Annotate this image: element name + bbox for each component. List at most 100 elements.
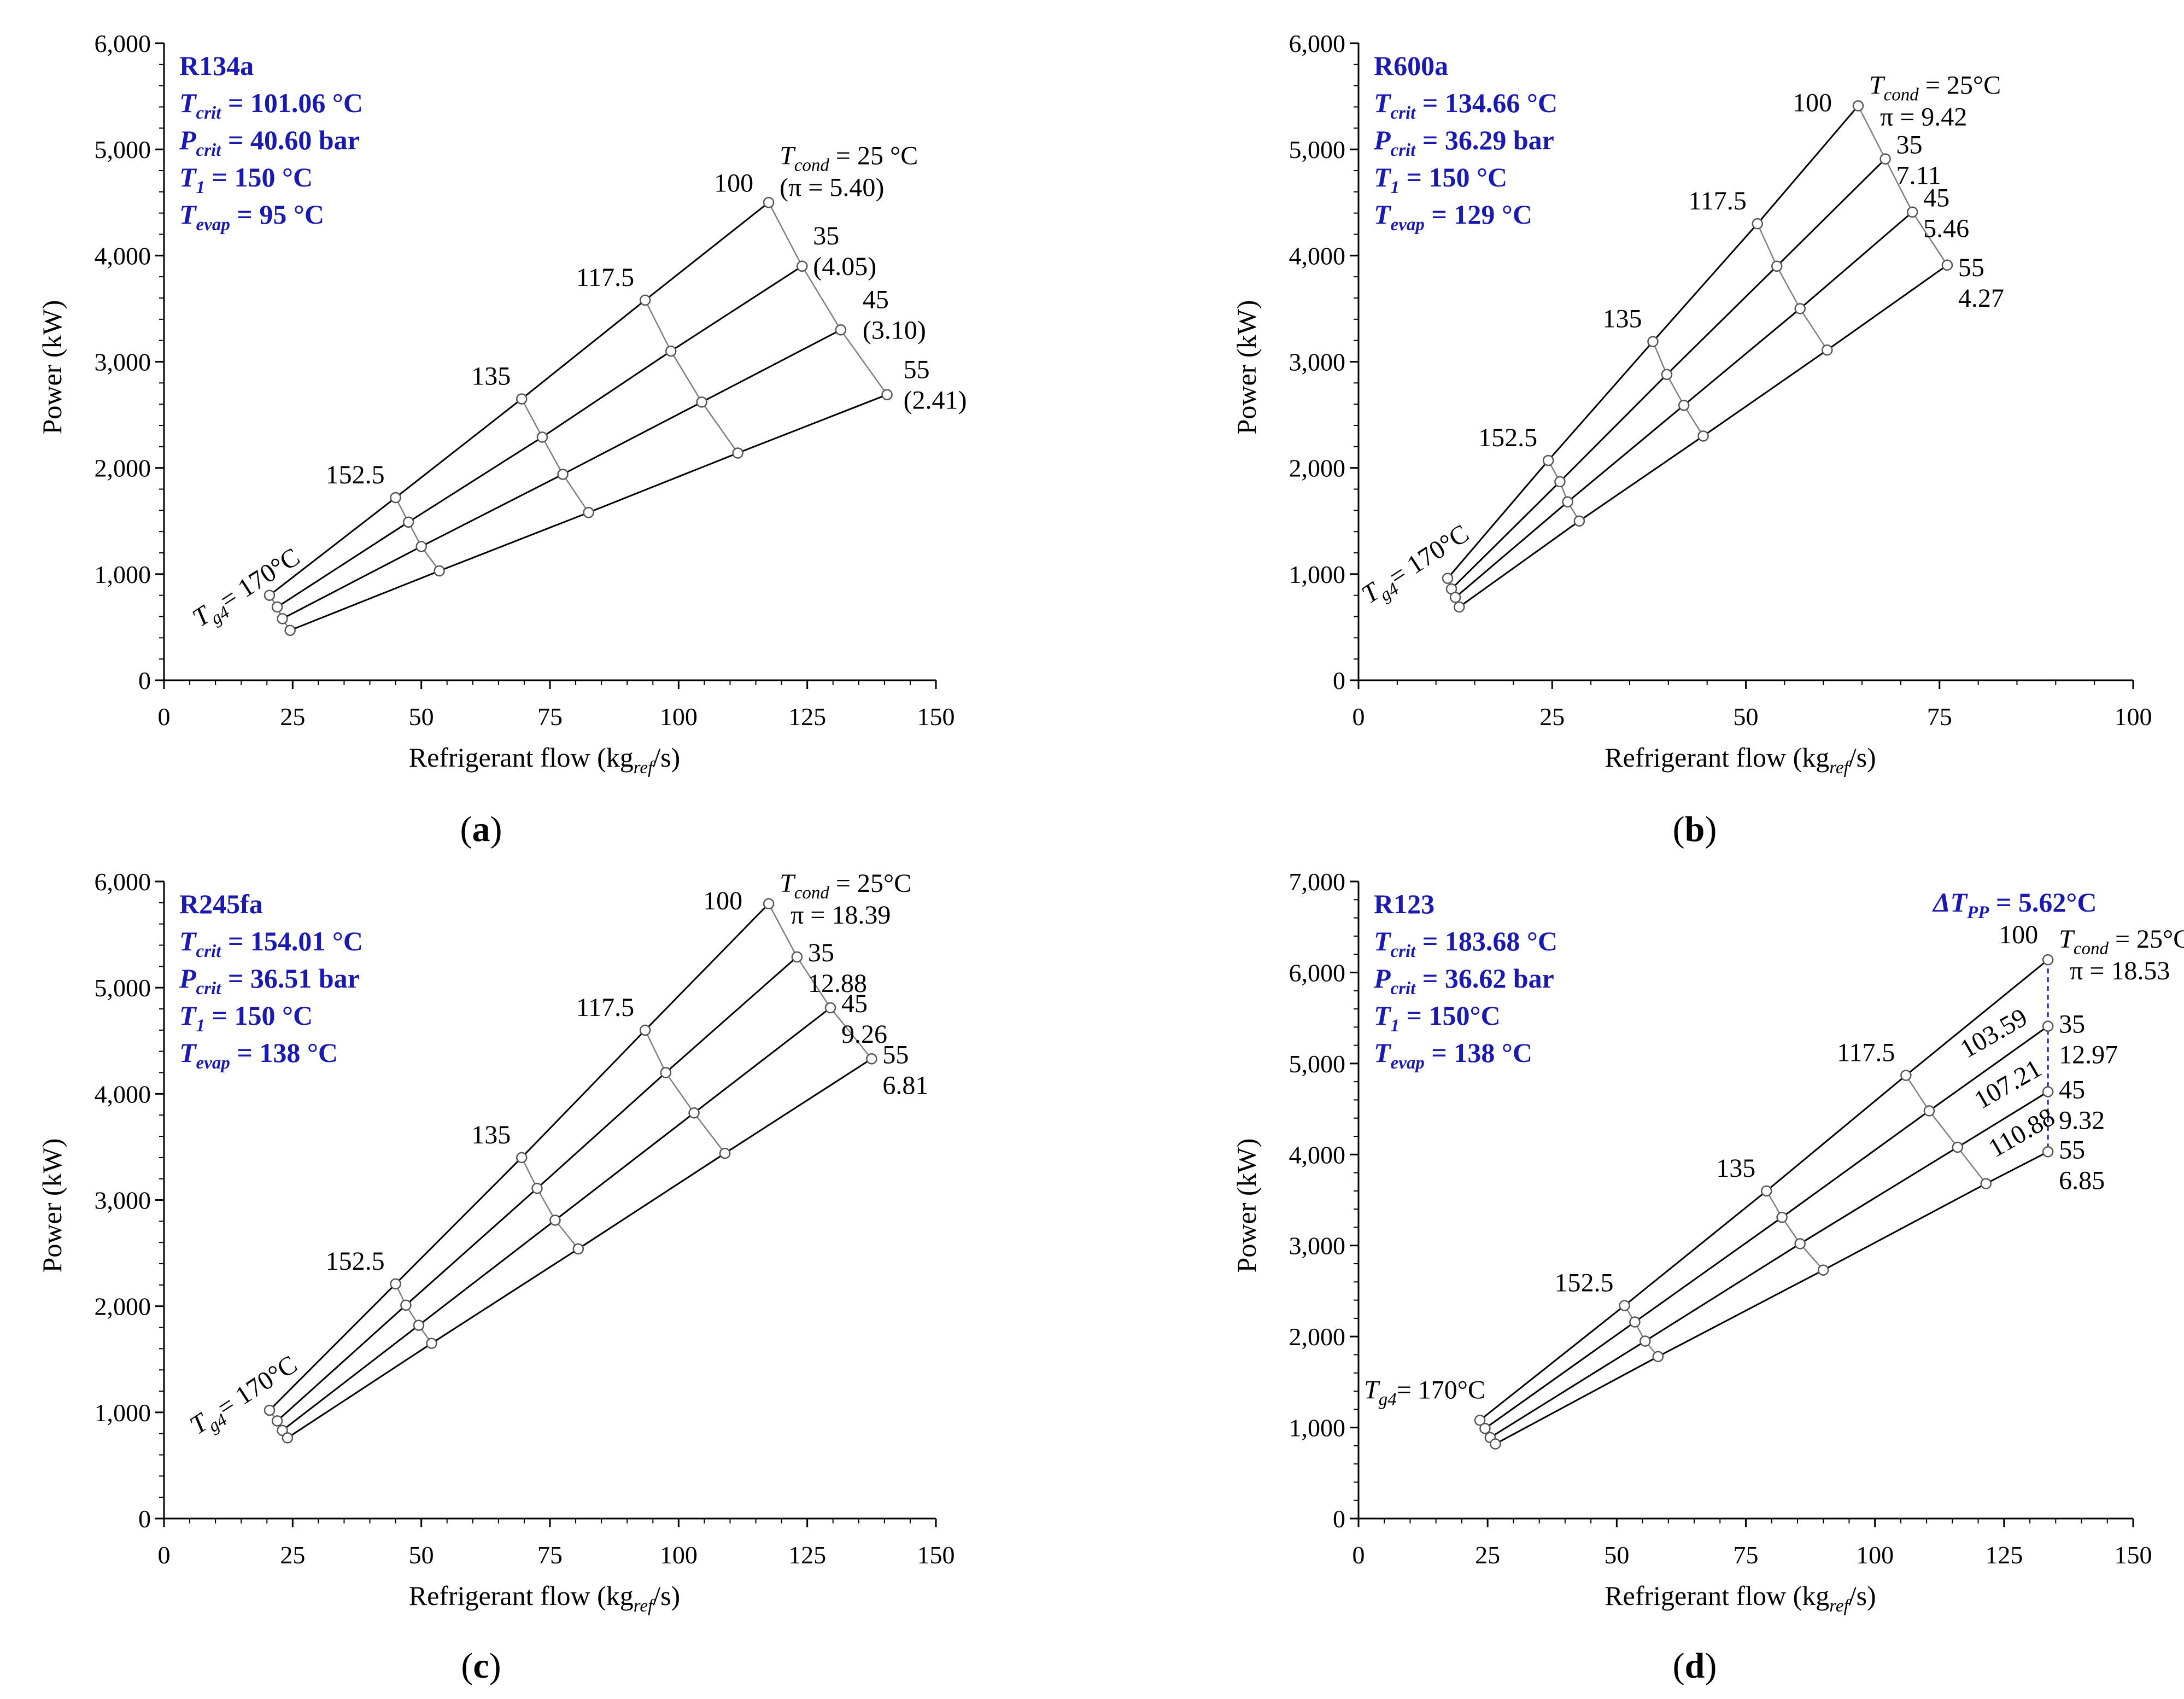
data-point (1619, 1300, 1630, 1311)
tg4-label: 135 (1716, 1154, 1755, 1183)
refrigerant-name: R600a (1374, 50, 1448, 81)
data-point (2042, 1020, 2054, 1032)
y-tick-label: 3,000 (1289, 1232, 1346, 1260)
iso-tg4-line (395, 497, 440, 571)
data-point (1900, 1070, 1912, 1081)
y-tick-label: 2,000 (95, 1293, 151, 1321)
refrigerant-name: R134a (179, 50, 254, 81)
data-point (2042, 1086, 2054, 1097)
data-point (516, 1152, 528, 1164)
x-tick-label: 75 (1734, 1541, 1759, 1569)
x-tick-label: 150 (917, 703, 955, 731)
iso-tg4-line (1766, 1190, 1824, 1271)
y-tick-label: 4,000 (95, 242, 151, 270)
data-point (732, 447, 743, 459)
data-point (824, 1002, 836, 1014)
info-line: Tcrit = 154.01 °C (179, 926, 363, 961)
x-tick-label: 25 (280, 1541, 305, 1569)
y-tick-label: 7,000 (1289, 868, 1346, 896)
x-tick-label: 125 (1985, 1541, 2023, 1569)
data-point (390, 1278, 401, 1290)
data-point (402, 516, 414, 528)
data-point (572, 1243, 584, 1255)
info-line: T1 = 150 °C (179, 1000, 313, 1036)
data-point (1980, 1178, 1992, 1189)
data-point (516, 393, 528, 405)
pressure-ratio-label: π = 9.42 (1880, 103, 1967, 132)
pressure-ratio-label: π = 18.53 (2070, 956, 2170, 985)
tcond-label: 55 (1958, 253, 1984, 282)
data-point (1640, 1335, 1651, 1347)
y-tick-label: 1,000 (95, 561, 151, 588)
x-tick-label: 25 (280, 703, 305, 731)
info-line: Tcrit = 183.68 °C (1374, 926, 1558, 961)
iso-tg4-line (1624, 1305, 1659, 1357)
data-point (1822, 344, 1833, 356)
x-tick-label: 0 (1352, 703, 1365, 731)
data-point (557, 469, 569, 480)
tcond-label: 45 (2059, 1075, 2085, 1104)
tcond-label: 45 (863, 285, 889, 314)
data-point (665, 345, 677, 357)
tg4-label: 117.5 (576, 263, 634, 292)
refrigerant-name: R123 (1374, 889, 1434, 919)
data-point (791, 951, 803, 963)
x-axis-label: Refrigerant flow (kgref/s) (1605, 1580, 1876, 1616)
x-tick-label: 25 (1475, 1541, 1500, 1569)
info-line: Pcrit = 36.29 bar (1373, 125, 1554, 160)
pressure-ratio-label: 12.88 (808, 969, 867, 998)
x-tick-label: 100 (660, 703, 698, 731)
y-tick-label: 4,000 (1289, 1141, 1346, 1169)
iso-tg4-line (521, 1157, 579, 1250)
data-point (696, 396, 707, 408)
chart-panel-d: 0 1,000 2,000 3,000 4,000 5,000 6,000 7,000 0 25 5… (1231, 868, 2184, 1686)
tcond-label: 35 (808, 938, 834, 967)
data-point (1941, 259, 1953, 271)
pressure-ratio-label: 12.97 (2059, 1041, 2118, 1070)
tcond-label: 45 (1923, 184, 1949, 213)
data-point (719, 1147, 731, 1159)
data-point (1562, 496, 1573, 508)
data-point (1661, 369, 1673, 381)
tg4-label: 100 (703, 886, 742, 915)
x-tick-label: 100 (2115, 703, 2152, 731)
data-point (1852, 100, 1864, 112)
data-point (639, 1024, 651, 1036)
data-point (271, 601, 283, 613)
data-point (1794, 303, 1806, 314)
pressure-ratio-label: 9.32 (2059, 1106, 2105, 1135)
data-point (277, 1424, 288, 1437)
panel-label: (c) (461, 1646, 501, 1686)
data-point (2042, 954, 2054, 966)
series-line-tcond-35 (1484, 1025, 2049, 1429)
info-line: Tcrit = 101.06 °C (179, 87, 363, 123)
info-line: T1 = 150°C (1374, 1000, 1501, 1036)
data-point (1761, 1185, 1772, 1197)
tg4-label: 100 (714, 168, 753, 197)
data-point (426, 1338, 437, 1349)
tcond-header: Tcond = 25°C (2059, 925, 2184, 959)
y-axis-label: Power (kW) (37, 1138, 67, 1273)
tg4-170-label: Tg4= 170°C (1364, 1375, 1485, 1409)
pressure-ratio-label: 4.27 (1958, 284, 2004, 313)
data-point (264, 589, 276, 601)
panel-label: (b) (1673, 809, 1717, 849)
tg4-label: 152.5 (1478, 423, 1537, 452)
x-tick-label: 100 (1856, 1541, 1894, 1569)
data-point (1490, 1438, 1501, 1450)
series-line-tcond-55 (1495, 1151, 2048, 1445)
data-point (2042, 1146, 2054, 1158)
y-axis-label: Power (kW) (1231, 300, 1262, 435)
iso-tg4-line (645, 1030, 726, 1154)
data-point (434, 565, 445, 577)
data-point (1776, 1211, 1788, 1223)
data-point (1442, 573, 1454, 584)
tg4-label: 100 (1793, 89, 1832, 118)
y-tick-label: 2,000 (95, 454, 151, 482)
panel-label: (d) (1673, 1646, 1717, 1686)
x-tick-label: 50 (1604, 1541, 1629, 1569)
data-point (881, 389, 893, 400)
y-tick-label: 3,000 (95, 1187, 151, 1215)
iso-tg4-line (1548, 460, 1580, 522)
